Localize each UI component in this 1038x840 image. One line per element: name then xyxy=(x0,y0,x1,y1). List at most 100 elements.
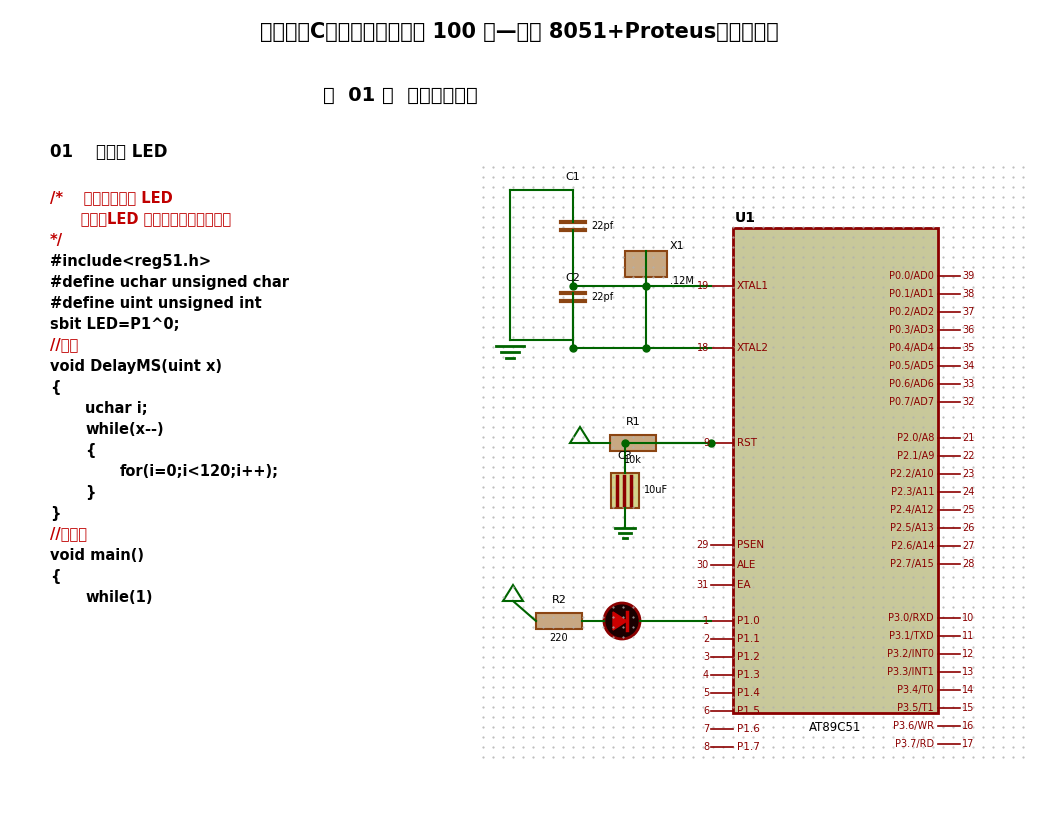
Text: P1.0: P1.0 xyxy=(737,616,760,626)
Circle shape xyxy=(604,603,640,639)
Text: {: { xyxy=(50,569,60,584)
Text: #define uchar unsigned char: #define uchar unsigned char xyxy=(50,275,289,290)
Text: 39: 39 xyxy=(962,271,975,281)
Text: 27: 27 xyxy=(962,541,975,551)
Text: void main(): void main() xyxy=(50,548,144,563)
Text: P2.2/A10: P2.2/A10 xyxy=(891,469,934,479)
Text: */: */ xyxy=(50,233,63,248)
Text: P2.1/A9: P2.1/A9 xyxy=(897,451,934,461)
Text: P3.1/TXD: P3.1/TXD xyxy=(890,631,934,641)
Bar xyxy=(536,613,582,629)
Text: 4: 4 xyxy=(703,670,709,680)
Text: P0.1/AD1: P0.1/AD1 xyxy=(890,289,934,299)
Text: #define uint unsigned int: #define uint unsigned int xyxy=(50,296,262,311)
Text: P1.5: P1.5 xyxy=(737,706,760,716)
Text: }: } xyxy=(50,506,60,521)
Text: P1.6: P1.6 xyxy=(737,724,760,734)
Text: X1: X1 xyxy=(670,241,685,251)
Text: for(i=0;i<120;i++);: for(i=0;i<120;i++); xyxy=(120,464,279,479)
Text: C2: C2 xyxy=(566,273,580,283)
Bar xyxy=(733,228,938,713)
Text: 30: 30 xyxy=(696,560,709,570)
Text: 26: 26 xyxy=(962,523,975,533)
Text: P2.4/A12: P2.4/A12 xyxy=(891,505,934,515)
Text: P2.3/A11: P2.3/A11 xyxy=(891,487,934,497)
Text: 23: 23 xyxy=(962,469,975,479)
Text: P2.5/A13: P2.5/A13 xyxy=(891,523,934,533)
Text: 29: 29 xyxy=(696,540,709,550)
Text: U1: U1 xyxy=(735,211,756,225)
Text: void DelayMS(uint x): void DelayMS(uint x) xyxy=(50,359,222,374)
Text: 6: 6 xyxy=(703,706,709,716)
Text: 第  01 篇  基础程序设计: 第 01 篇 基础程序设计 xyxy=(323,86,477,104)
Text: EA: EA xyxy=(737,580,750,590)
Text: {: { xyxy=(85,443,95,458)
Text: 11: 11 xyxy=(962,631,975,641)
Text: //主程序: //主程序 xyxy=(50,527,87,542)
Text: P1.1: P1.1 xyxy=(737,634,760,644)
Text: 25: 25 xyxy=(962,505,975,515)
Text: 21: 21 xyxy=(962,433,975,443)
Text: 22pf: 22pf xyxy=(591,292,613,302)
Text: uchar i;: uchar i; xyxy=(85,401,147,416)
Text: 37: 37 xyxy=(962,307,975,317)
Text: 17: 17 xyxy=(962,739,975,749)
Bar xyxy=(611,473,639,508)
Text: 说明：LED 按设定的时间间隔閃烁: 说明：LED 按设定的时间间隔閃烁 xyxy=(50,212,231,227)
Text: 12: 12 xyxy=(962,649,975,659)
Text: }: } xyxy=(85,485,95,500)
Text: ALE: ALE xyxy=(737,560,757,570)
Text: 22: 22 xyxy=(962,451,975,461)
Text: 34: 34 xyxy=(962,361,975,371)
Text: C1: C1 xyxy=(566,172,580,182)
Text: #include<reg51.h>: #include<reg51.h> xyxy=(50,254,211,269)
Text: .12M: .12M xyxy=(670,276,693,286)
Text: P3.0/RXD: P3.0/RXD xyxy=(889,613,934,623)
Text: P0.6/AD6: P0.6/AD6 xyxy=(890,379,934,389)
Text: AT89C51: AT89C51 xyxy=(809,721,862,733)
Text: P3.2/INT0: P3.2/INT0 xyxy=(887,649,934,659)
Polygon shape xyxy=(613,612,627,630)
Text: P0.2/AD2: P0.2/AD2 xyxy=(889,307,934,317)
Text: 15: 15 xyxy=(962,703,975,713)
Text: RST: RST xyxy=(737,438,757,448)
Text: 24: 24 xyxy=(962,487,975,497)
Text: while(1): while(1) xyxy=(85,590,153,605)
Text: P3.7/RD: P3.7/RD xyxy=(895,739,934,749)
Text: 2: 2 xyxy=(703,634,709,644)
Text: P3.5/T1: P3.5/T1 xyxy=(898,703,934,713)
Text: 10: 10 xyxy=(962,613,975,623)
Text: 38: 38 xyxy=(962,289,975,299)
Text: 9: 9 xyxy=(703,438,709,448)
Text: 10uF: 10uF xyxy=(644,485,668,495)
Text: 18: 18 xyxy=(696,343,709,353)
Text: 19: 19 xyxy=(696,281,709,291)
Text: XTAL2: XTAL2 xyxy=(737,343,769,353)
Text: while(x--): while(x--) xyxy=(85,422,164,437)
Text: 7: 7 xyxy=(703,724,709,734)
Text: 16: 16 xyxy=(962,721,975,731)
Text: 3: 3 xyxy=(703,652,709,662)
Text: 220: 220 xyxy=(550,633,569,643)
Text: P3.3/INT1: P3.3/INT1 xyxy=(887,667,934,677)
Text: 28: 28 xyxy=(962,559,975,569)
Bar xyxy=(610,435,656,451)
Text: 5: 5 xyxy=(703,688,709,698)
Text: P0.4/AD4: P0.4/AD4 xyxy=(890,343,934,353)
Text: P0.7/AD7: P0.7/AD7 xyxy=(889,397,934,407)
Text: 01    閃烁的 LED: 01 閃烁的 LED xyxy=(50,143,167,161)
Text: {: { xyxy=(50,380,60,395)
Text: 36: 36 xyxy=(962,325,975,335)
Text: P3.4/T0: P3.4/T0 xyxy=(898,685,934,695)
Text: P2.0/A8: P2.0/A8 xyxy=(897,433,934,443)
Text: P1.7: P1.7 xyxy=(737,742,760,752)
Text: P2.6/A14: P2.6/A14 xyxy=(891,541,934,551)
Text: P1.2: P1.2 xyxy=(737,652,760,662)
Text: P0.0/AD0: P0.0/AD0 xyxy=(890,271,934,281)
Text: 33: 33 xyxy=(962,379,975,389)
Text: 14: 14 xyxy=(962,685,975,695)
Text: R2: R2 xyxy=(551,595,567,605)
Text: 32: 32 xyxy=(962,397,975,407)
Text: R1: R1 xyxy=(626,417,640,427)
Text: //延时: //延时 xyxy=(50,338,78,353)
